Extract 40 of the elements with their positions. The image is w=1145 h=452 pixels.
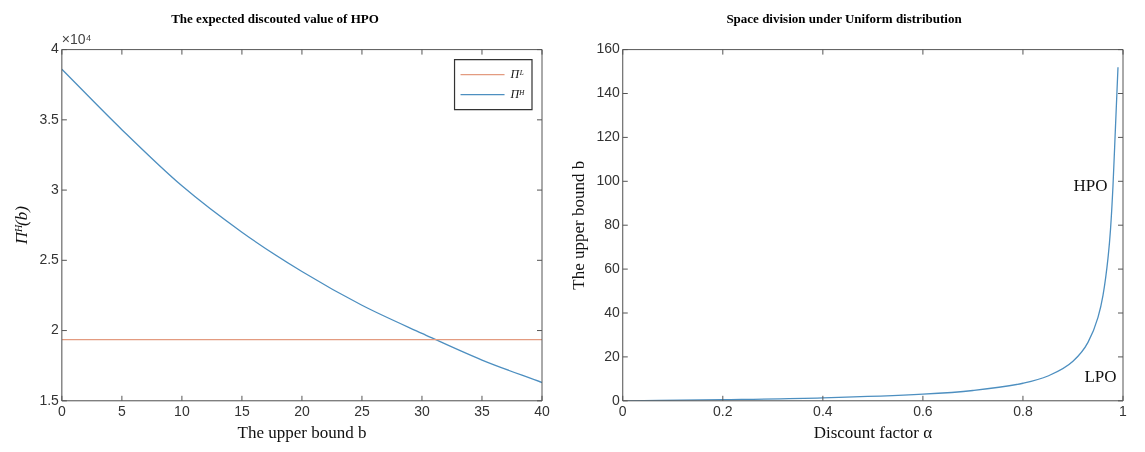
legend-label: Πᴴ — [509, 86, 526, 101]
x-tick-label: 5 — [117, 403, 126, 420]
y-tick-label: 3 — [51, 180, 60, 197]
x-axis-title: Discount factor α — [813, 423, 933, 443]
x-tick-label: 15 — [234, 403, 250, 420]
y-tick-label: 2.5 — [39, 251, 60, 268]
annotation: LPO — [1084, 367, 1117, 387]
x-tick-label: 0.4 — [813, 403, 833, 420]
y-tick-label: 80 — [604, 216, 620, 233]
chart-title: The expected discouted value of HPO — [171, 11, 379, 27]
x-tick-label: 10 — [174, 403, 190, 420]
x-tick-label: 20 — [294, 403, 310, 420]
x-tick-label: 0.2 — [713, 403, 733, 420]
y-tick-label: 140 — [596, 84, 620, 101]
x-tick-label: 30 — [414, 403, 430, 420]
y-tick-label: 1.5 — [39, 391, 60, 408]
legend-label: Πᴸ — [509, 66, 525, 81]
y-tick-label: 100 — [596, 172, 620, 189]
y-tick-label: 60 — [604, 259, 620, 276]
text: ×10⁴ — [61, 31, 92, 48]
annotation: HPO — [1073, 176, 1108, 196]
chart-title: Space division under Uniform distribution — [726, 11, 963, 27]
y-tick-label: 3.5 — [39, 110, 60, 127]
x-tick-label: 1 — [1119, 403, 1128, 420]
y-tick-label: 160 — [596, 40, 620, 57]
y-tick-label: 20 — [604, 347, 620, 364]
y-tick-label: 0 — [611, 391, 620, 408]
y-tick-label: 120 — [596, 128, 620, 145]
y-tick-label: 2 — [51, 321, 60, 338]
y-axis-title: Πᴴ(b) — [11, 205, 31, 246]
y-axis-title: The upper bound b — [568, 160, 588, 290]
x-tick-label: 25 — [354, 403, 370, 420]
y-tick-label: 4 — [51, 40, 60, 57]
y-tick-label: 40 — [604, 303, 620, 320]
x-tick-label: 35 — [474, 403, 490, 420]
line-series — [61, 68, 542, 384]
x-tick-label: 0.6 — [913, 403, 933, 420]
x-axis-title: The upper bound b — [237, 423, 367, 443]
x-tick-label: 0.8 — [1013, 403, 1033, 420]
x-tick-label: 40 — [534, 403, 550, 420]
